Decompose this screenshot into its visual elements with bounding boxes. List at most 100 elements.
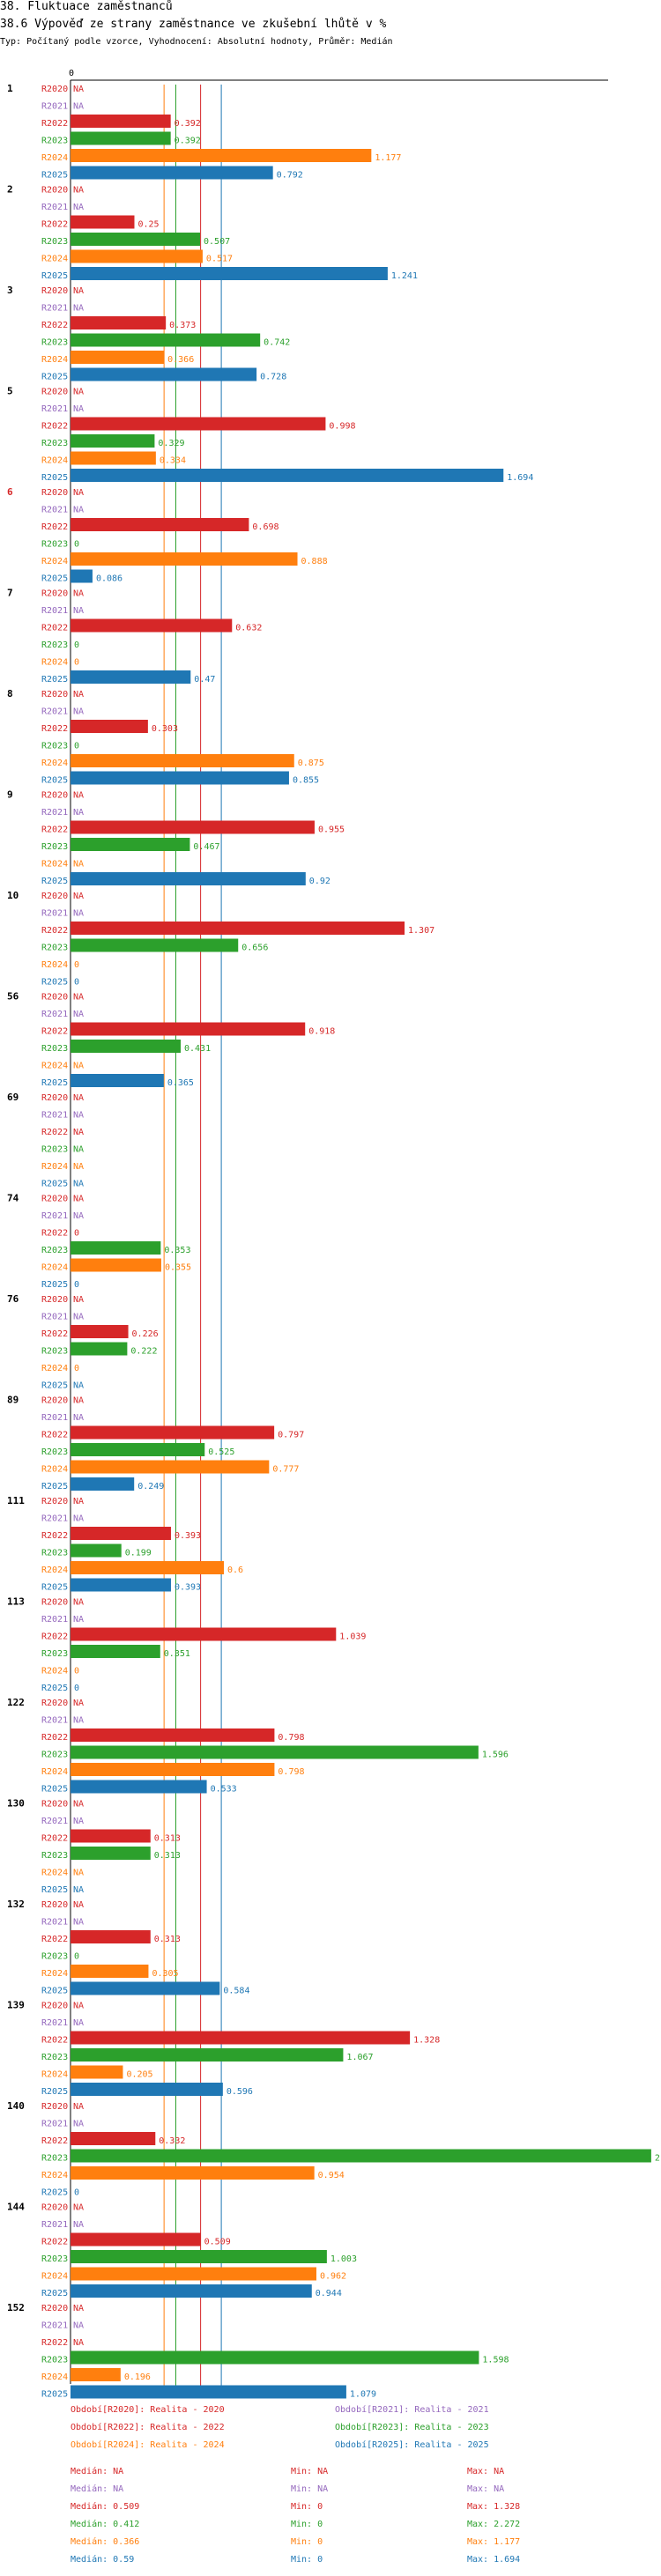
- series-label-r2024: R2024: [41, 355, 68, 365]
- series-label-r2023: R2023: [41, 2254, 68, 2264]
- group-label-152: 152: [7, 2302, 25, 2313]
- bar-7-r2025: [71, 670, 191, 684]
- series-label-r2024: R2024: [41, 1263, 68, 1273]
- group-label-56: 56: [7, 991, 19, 1003]
- series-label-r2025: R2025: [41, 1381, 68, 1391]
- series-label-r2024: R2024: [41, 557, 68, 566]
- series-label-r2024: R2024: [41, 1969, 68, 1979]
- group-label-2: 2: [7, 184, 13, 196]
- data-label: 0.467: [193, 842, 219, 852]
- data-label: 0.393: [175, 1583, 201, 1593]
- data-label: 0.525: [208, 1447, 234, 1457]
- na-label: NA: [73, 506, 84, 515]
- na-label: NA: [73, 791, 84, 801]
- chart-subtitle: 38.6 Výpověď ze strany zaměstnance ve zk…: [0, 18, 387, 31]
- na-label: NA: [73, 860, 84, 870]
- na-label: NA: [73, 1918, 84, 1928]
- data-label: 0.431: [184, 1044, 211, 1054]
- series-label-r2023: R2023: [41, 2154, 68, 2164]
- series-label-r2025: R2025: [41, 2087, 68, 2097]
- data-label: 0: [74, 1667, 79, 1677]
- series-label-r2024: R2024: [41, 255, 68, 264]
- data-label: 0.199: [125, 1549, 152, 1558]
- series-label-r2021: R2021: [41, 2120, 68, 2129]
- series-label-r2023: R2023: [41, 1549, 68, 1558]
- series-label-r2022: R2022: [41, 321, 68, 330]
- data-label: 1.039: [339, 1632, 366, 1642]
- series-label-r2020: R2020: [41, 690, 68, 700]
- series-label-r2024: R2024: [41, 1162, 68, 1172]
- na-label: NA: [73, 1900, 84, 1910]
- bar-89-r2023: [71, 1443, 205, 1456]
- na-label: NA: [73, 1093, 84, 1103]
- bar-5-r2022: [71, 417, 326, 431]
- na-label: NA: [73, 404, 84, 414]
- series-label-r2022: R2022: [41, 119, 68, 129]
- series-label-r2024: R2024: [41, 2171, 68, 2180]
- na-label: NA: [73, 304, 84, 314]
- series-label-r2022: R2022: [41, 2238, 68, 2247]
- data-label: 0.698: [252, 522, 279, 532]
- group-label-89: 89: [7, 1395, 19, 1406]
- series-label-r2023: R2023: [41, 137, 68, 146]
- na-label: NA: [73, 102, 84, 112]
- series-label-r2024: R2024: [41, 658, 68, 668]
- series-label-r2024: R2024: [41, 1465, 68, 1475]
- data-label: 0.632: [235, 624, 262, 633]
- series-label-r2025: R2025: [41, 1987, 68, 1996]
- data-label: 1.003: [330, 2254, 357, 2264]
- na-label: NA: [73, 1598, 84, 1608]
- bar-2-r2022: [71, 215, 135, 229]
- na-label: NA: [73, 1615, 84, 1625]
- data-label: 1.307: [408, 926, 434, 936]
- data-label: 0.533: [211, 1785, 237, 1795]
- series-label-r2025: R2025: [41, 675, 68, 685]
- data-label: 0.6: [227, 1566, 243, 1575]
- group-label-139: 139: [7, 2000, 25, 2011]
- bar-144-r2025: [71, 2284, 312, 2298]
- series-label-r2021: R2021: [41, 1010, 68, 1019]
- data-label: 1.241: [391, 271, 418, 281]
- series-label-r2020: R2020: [41, 1699, 68, 1708]
- bar-1-r2024: [71, 149, 372, 162]
- series-label-r2020: R2020: [41, 892, 68, 901]
- bar-111-r2024: [71, 1561, 224, 1574]
- bar-139-r2022: [71, 2031, 411, 2045]
- na-label: NA: [73, 1413, 84, 1423]
- bar-1-r2025: [71, 166, 273, 180]
- na-label: NA: [73, 1381, 84, 1391]
- data-label: 0.509: [204, 2238, 231, 2247]
- na-label: NA: [73, 1869, 84, 1878]
- data-label: 0.205: [126, 2070, 152, 2080]
- bar-111-r2025: [71, 1578, 171, 1592]
- bar-139-r2025: [71, 2083, 223, 2096]
- series-label-r2022: R2022: [41, 1834, 68, 1844]
- series-label-r2025: R2025: [41, 2289, 68, 2298]
- series-label-r2022: R2022: [41, 926, 68, 936]
- bar-140-r2023: [71, 2149, 651, 2163]
- series-label-r2025: R2025: [41, 978, 68, 988]
- bar-6-r2024: [71, 552, 298, 566]
- na-label: NA: [73, 2018, 84, 2028]
- series-label-r2023: R2023: [41, 944, 68, 953]
- data-label: 0.086: [96, 574, 123, 584]
- bar-139-r2023: [71, 2048, 344, 2062]
- series-label-r2020: R2020: [41, 1396, 68, 1406]
- data-label: 1.694: [507, 473, 533, 483]
- data-label: 0.855: [293, 776, 319, 786]
- na-label: NA: [73, 2220, 84, 2230]
- series-label-r2024: R2024: [41, 1364, 68, 1373]
- group-label-9: 9: [7, 789, 13, 801]
- series-label-r2021: R2021: [41, 606, 68, 616]
- data-label: 1.598: [482, 2356, 509, 2365]
- series-label-r2024: R2024: [41, 2070, 68, 2080]
- series-label-r2025: R2025: [41, 1482, 68, 1492]
- bar-8-r2022: [71, 720, 148, 733]
- na-label: NA: [73, 1800, 84, 1810]
- na-label: NA: [73, 1211, 84, 1221]
- bar-56-r2022: [71, 1022, 306, 1036]
- bar-5-r2024: [71, 451, 156, 465]
- series-label-r2021: R2021: [41, 506, 68, 515]
- data-label: 0.313: [154, 1935, 181, 1944]
